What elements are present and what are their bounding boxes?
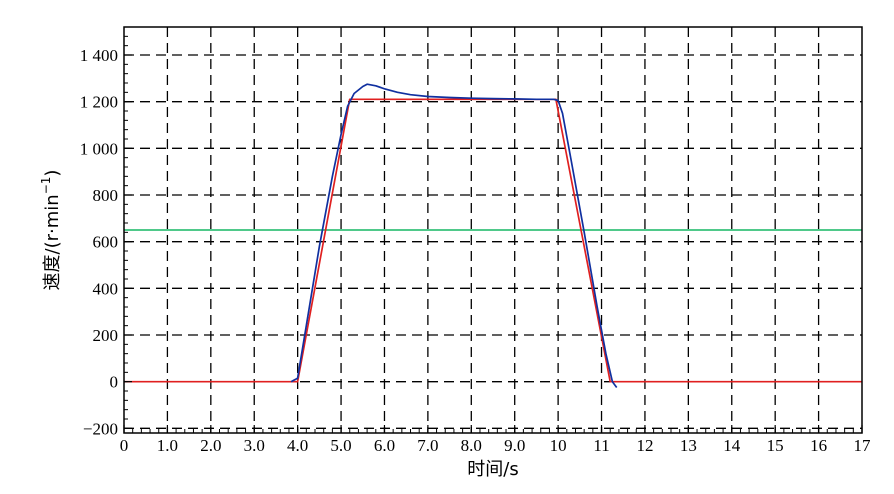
x-tick-label: 14 [723,436,741,455]
x-tick-label: 17 [854,436,872,455]
y-tick-label: −200 [83,419,118,438]
x-tick-label: 1.0 [157,436,178,455]
y-tick-label: 0 [110,373,119,392]
x-tick-label: 15 [767,436,784,455]
y-axis-title-superscript: −1 [39,177,53,195]
x-tick-label: 11 [593,436,609,455]
x-axis-title: 时间/s [467,459,518,480]
x-tick-label: 13 [680,436,697,455]
x-tick-label: 16 [810,436,827,455]
x-tick-label: 9.0 [504,436,525,455]
series-lines [124,83,862,389]
x-tick-label: 6.0 [374,436,395,455]
x-tick-label: 3.0 [244,436,265,455]
x-tick-label: 0 [120,436,129,455]
x-tick-label: 5.0 [330,436,351,455]
y-tick-label: 600 [93,233,119,252]
y-axis-title-main: 速度/(r·min [42,194,63,290]
y-tick-label: 1 200 [80,93,118,112]
grid-lines [124,27,862,433]
y-tick-label: 400 [93,279,119,298]
series-line-measured [290,83,618,389]
series-line-reference [124,98,862,383]
x-tick-label: 10 [550,436,567,455]
y-tick-label: 200 [93,326,119,345]
y-tick-label: 1 400 [80,46,118,65]
x-tick-label: 4.0 [287,436,308,455]
tick-labels: 0 1.0 2.0 3.0 4.0 5.0 6.0 7.0 8.0 9.0 10 11 12 13 14 15… [80,46,871,455]
x-tick-label: 2.0 [200,436,221,455]
plot-frame [123,26,863,434]
x-tick-label: 7.0 [417,436,438,455]
axis-ticks [123,35,863,433]
x-tick-label: 12 [636,436,653,455]
x-tick-label: 8.0 [461,436,482,455]
y-axis-title-close: ) [42,170,63,177]
y-tick-label: 1 000 [80,139,118,158]
y-axis-title: 速度/(r·min−1) [39,170,63,291]
y-tick-label: 800 [93,186,119,205]
